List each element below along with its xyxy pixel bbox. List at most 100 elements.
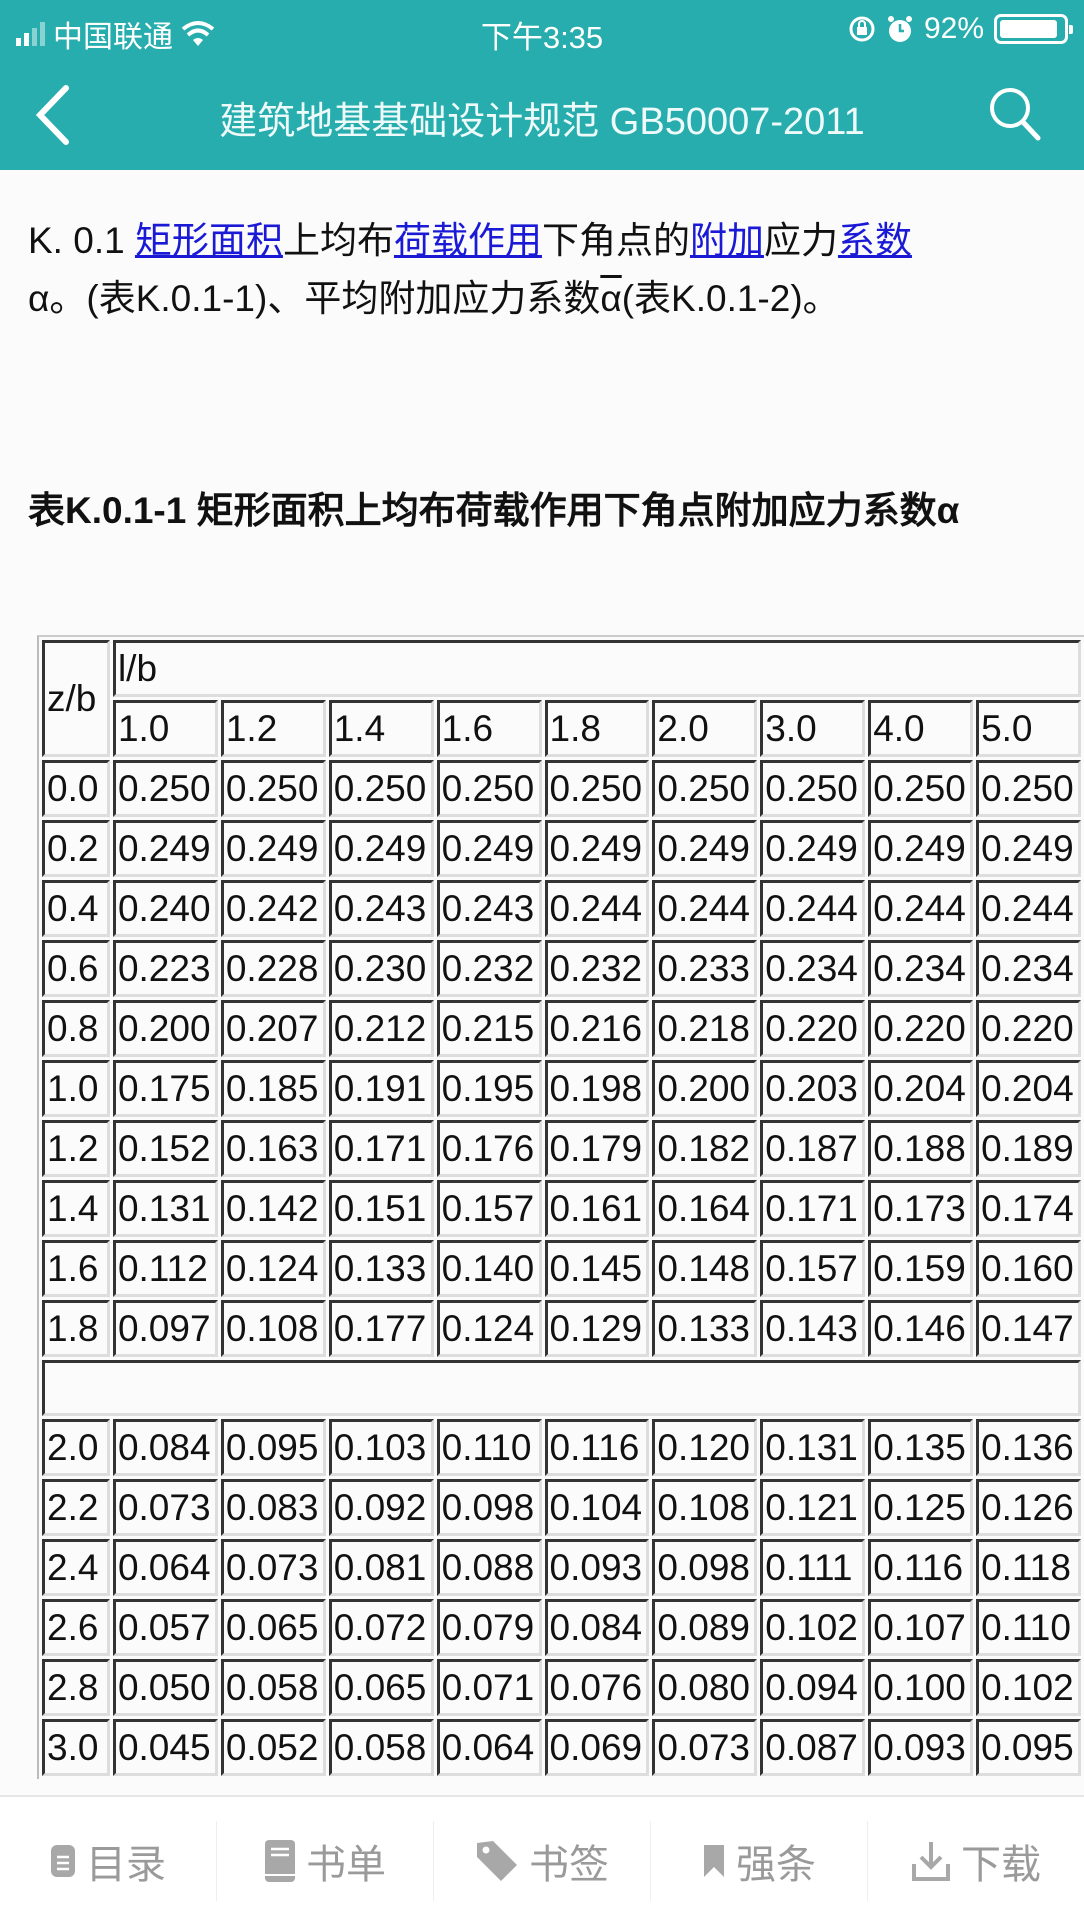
document-icon bbox=[51, 1844, 75, 1877]
table-cell: 0.175 bbox=[112, 1060, 218, 1117]
page-title: 建筑地基基础设计规范 GB50007-2011 bbox=[219, 101, 865, 143]
table-row: 1.4 0.131 0.142 0.151 0.157 0.161 0.164 0.171 0.… bbox=[42, 1180, 1081, 1237]
bottom-tab-bar: 目录 书单 书签 强条 下载 bbox=[0, 1795, 1084, 1924]
table-cell: 0.185 bbox=[220, 1060, 326, 1117]
table-cell: 0.182 bbox=[652, 1120, 758, 1177]
table-cell: 0.126 bbox=[976, 1479, 1081, 1536]
table-cell: 0.142 bbox=[220, 1180, 326, 1237]
table-cell: 0.145 bbox=[544, 1240, 650, 1297]
table-cell: 0.151 bbox=[328, 1180, 434, 1237]
table-cell: 0.087 bbox=[760, 1719, 866, 1776]
coefficient-table: z/b l/b 1.0 1.2 1.4 1.6 1.8 2.0 3.0 4.0 5.0 0.0 0.25… bbox=[39, 637, 1084, 1779]
table-cell: 0.104 bbox=[544, 1479, 650, 1536]
table-cell: 0.195 bbox=[436, 1060, 542, 1117]
table-cell: 0.250 bbox=[760, 760, 866, 817]
table-cell: 0.249 bbox=[544, 820, 650, 877]
table-cell: 0.073 bbox=[220, 1539, 326, 1596]
table-row: 1.6 0.112 0.124 0.133 0.140 0.145 0.148 0.157 0.… bbox=[42, 1240, 1081, 1297]
table-cell: 0.240 bbox=[112, 880, 218, 937]
signal-icon bbox=[16, 22, 45, 46]
table-row: 2.0 0.084 0.095 0.103 0.110 0.116 0.120 0.131 0.… bbox=[42, 1419, 1081, 1476]
table-cell: 0.129 bbox=[544, 1300, 650, 1357]
table-cell: 0.204 bbox=[976, 1060, 1081, 1117]
column-header: 3.0 bbox=[760, 700, 866, 757]
link-additional[interactable]: 附加 bbox=[689, 220, 764, 261]
chevron-left-icon[interactable] bbox=[28, 82, 78, 148]
tab-download[interactable]: 下载 bbox=[867, 1820, 1084, 1901]
rotation-lock-icon bbox=[849, 16, 875, 42]
table-cell: 0.249 bbox=[220, 820, 326, 877]
table-cell: 0.124 bbox=[220, 1240, 326, 1297]
table-cell: 0.116 bbox=[544, 1419, 650, 1476]
row-zb-value: 0.2 bbox=[42, 820, 110, 877]
row-zb-value: 2.8 bbox=[42, 1659, 110, 1716]
table-cell: 0.212 bbox=[328, 1000, 434, 1057]
table-row: 1.8 0.097 0.108 0.177 0.124 0.129 0.133 0.143 0.… bbox=[42, 1300, 1081, 1357]
table-cell: 0.121 bbox=[760, 1479, 866, 1536]
table-cell: 0.243 bbox=[328, 880, 434, 937]
table-cell: 0.108 bbox=[220, 1300, 326, 1357]
table-row: 0.8 0.200 0.207 0.212 0.215 0.216 0.218 0.220 0.… bbox=[42, 1000, 1081, 1057]
table-cell: 0.176 bbox=[436, 1120, 542, 1177]
row-zb-value: 1.8 bbox=[42, 1300, 110, 1357]
search-icon[interactable] bbox=[986, 84, 1044, 144]
table-cell: 0.171 bbox=[328, 1120, 434, 1177]
table-cell: 0.064 bbox=[112, 1539, 218, 1596]
text: 下角点的 bbox=[541, 220, 690, 261]
row-zb-value: 0.6 bbox=[42, 940, 110, 997]
table-cell: 0.215 bbox=[436, 1000, 542, 1057]
table-cell: 0.146 bbox=[868, 1300, 974, 1357]
table-cell: 0.083 bbox=[220, 1479, 326, 1536]
text: 应力 bbox=[763, 220, 838, 261]
link-load-action[interactable]: 荷载作用 bbox=[393, 220, 542, 261]
table-cell: 0.102 bbox=[976, 1659, 1081, 1716]
table-row: 0.2 0.249 0.249 0.249 0.249 0.249 0.249 0.249 0.… bbox=[42, 820, 1081, 877]
tab-contents[interactable]: 目录 bbox=[0, 1821, 216, 1901]
tab-bookmarks[interactable]: 书签 bbox=[433, 1820, 650, 1901]
table-cell: 0.232 bbox=[436, 940, 542, 997]
column-group-header-lb: l/b bbox=[112, 640, 1081, 697]
table-cell: 0.069 bbox=[544, 1719, 650, 1776]
document-content[interactable]: K. 0.1 矩形面积上均布荷载作用下角点的附加应力系数 α。(表K.0.1-1)… bbox=[0, 170, 1084, 1795]
table-cell: 0.064 bbox=[436, 1719, 542, 1776]
table-cell: 0.095 bbox=[220, 1419, 326, 1476]
link-rect-area[interactable]: 矩形面积 bbox=[134, 220, 283, 261]
link-coefficient[interactable]: 系数 bbox=[837, 220, 912, 261]
app-header: 中国联通 下午3:35 92% 建筑地基基础设计规范 GB50007-2011 bbox=[0, 0, 1084, 170]
table-cell: 0.204 bbox=[868, 1060, 974, 1117]
table-cell: 0.191 bbox=[328, 1060, 434, 1117]
table-row: 1.0 0.175 0.185 0.191 0.195 0.198 0.200 0.203 0.… bbox=[42, 1060, 1081, 1117]
table-cell: 0.052 bbox=[220, 1719, 326, 1776]
row-zb-value: 2.6 bbox=[42, 1599, 110, 1656]
table-cell: 0.177 bbox=[328, 1300, 434, 1357]
table-cell: 0.250 bbox=[436, 760, 542, 817]
table-cell: 0.216 bbox=[544, 1000, 650, 1057]
bookmark-icon bbox=[704, 1844, 724, 1877]
row-zb-value: 2.2 bbox=[42, 1479, 110, 1536]
table-cell: 0.125 bbox=[868, 1479, 974, 1536]
coefficient-table-container[interactable]: z/b l/b 1.0 1.2 1.4 1.6 1.8 2.0 3.0 4.0 5.0 0.0 0.25… bbox=[37, 635, 1084, 1779]
tab-mandatory-clauses[interactable]: 强条 bbox=[650, 1820, 867, 1901]
table-separator-row bbox=[42, 1360, 1081, 1416]
table-cell: 0.223 bbox=[112, 940, 218, 997]
table-cell: 0.228 bbox=[220, 940, 326, 997]
table-cell: 0.244 bbox=[760, 880, 866, 937]
empty-cell bbox=[42, 1360, 1081, 1416]
table-cell: 0.244 bbox=[652, 880, 758, 937]
table-row: 0.0 0.250 0.250 0.250 0.250 0.250 0.250 0.250 0.… bbox=[42, 760, 1081, 817]
book-icon bbox=[265, 1839, 295, 1882]
table-cell: 0.164 bbox=[652, 1180, 758, 1237]
table-cell: 0.159 bbox=[868, 1240, 974, 1297]
table-cell: 0.118 bbox=[976, 1539, 1081, 1596]
table-cell: 0.249 bbox=[652, 820, 758, 877]
table-cell: 0.200 bbox=[112, 1000, 218, 1057]
table-row: 1.2 0.152 0.163 0.171 0.176 0.179 0.182 0.187 0.… bbox=[42, 1120, 1081, 1177]
row-zb-value: 1.0 bbox=[42, 1060, 110, 1117]
table-cell: 0.133 bbox=[328, 1240, 434, 1297]
table-cell: 0.102 bbox=[760, 1599, 866, 1656]
tab-booklist[interactable]: 书单 bbox=[216, 1820, 433, 1901]
table-cell: 0.076 bbox=[544, 1659, 650, 1716]
text: 上均布 bbox=[282, 220, 394, 261]
table-cell: 0.220 bbox=[760, 1000, 866, 1057]
table-cell: 0.088 bbox=[436, 1539, 542, 1596]
